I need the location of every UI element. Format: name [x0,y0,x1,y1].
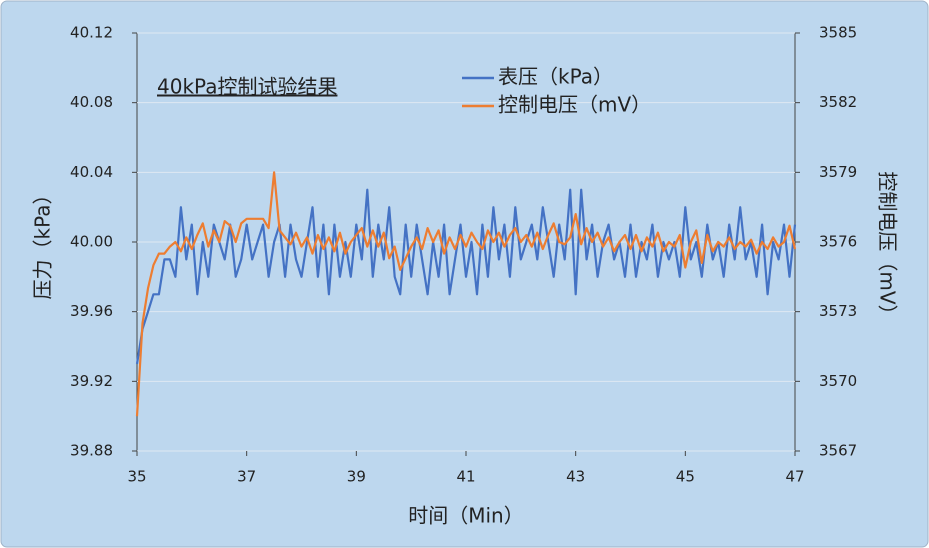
y2-tick-label: 3585 [819,24,857,42]
x-tick-label: 35 [127,468,146,486]
y2-tick-label: 3567 [819,442,857,460]
legend-label: 表压（kPa） [498,65,613,89]
y2-tick-label: 3570 [819,372,857,390]
chart-title: 40kPa控制试验结果 [157,75,337,99]
x-tick-label: 37 [237,468,256,486]
y2-tick-label: 3573 [819,302,857,320]
x-tick-label: 47 [785,468,804,486]
y2-axis-title: 控制电压（mV） [876,171,900,324]
y2-tick-label: 3582 [819,93,857,111]
y-tick-label: 39.92 [70,372,113,390]
y2-tick-label: 3576 [819,233,857,251]
x-tick-label: 43 [566,468,585,486]
y-tick-label: 40.12 [70,24,113,42]
y-tick-label: 39.88 [70,442,113,460]
y2-tick-label: 3579 [819,163,857,181]
y-tick-label: 39.96 [70,302,113,320]
y-axis-title: 压力（kPa） [31,185,55,300]
y-tick-label: 40.04 [70,163,113,181]
y-tick-label: 40.00 [70,233,113,251]
x-axis-title: 时间（Min） [408,504,524,528]
y-tick-label: 40.08 [70,93,113,111]
series-line [135,188,797,365]
x-tick-label: 39 [347,468,366,486]
legend-label: 控制电压（mV） [498,93,651,117]
x-tick-label: 41 [456,468,475,486]
series-line [135,171,797,417]
x-tick-label: 45 [676,468,695,486]
